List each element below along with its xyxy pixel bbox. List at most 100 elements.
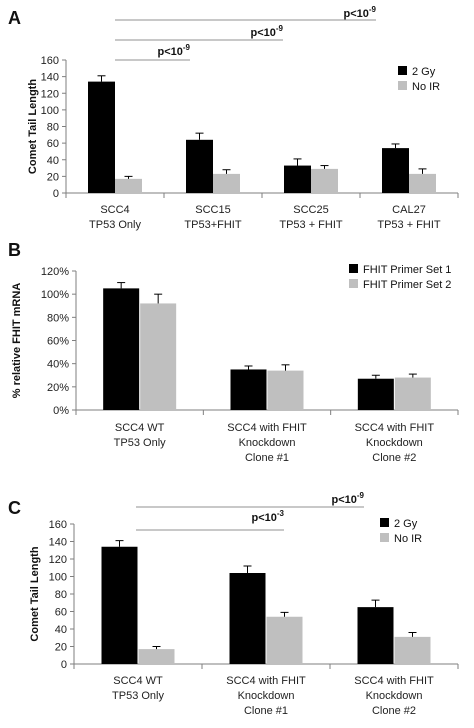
category-label-line: Knockdown: [238, 690, 295, 702]
bar-series2: [311, 168, 338, 193]
bar-series1: [230, 369, 267, 410]
legend-label: No IR: [412, 81, 440, 93]
category-label-line: TP53 Only: [112, 690, 164, 702]
y-tick-label: 0%: [53, 405, 69, 417]
bar-series1: [357, 378, 394, 410]
significance-label-exp: -9: [276, 24, 284, 33]
category-label-line: SCC25: [293, 204, 328, 216]
category-label-line: SCC4 with FHIT: [355, 422, 435, 434]
y-tick-label: 60%: [47, 336, 69, 348]
category-label: SCC4 with FHIT Knockdown Clone #1: [226, 675, 306, 717]
y-axis-label: Comet Tail Length: [29, 546, 41, 641]
legend-label: 2 Gy: [394, 518, 418, 530]
bar-series1: [229, 573, 266, 664]
y-tick-label: 100: [41, 105, 59, 117]
significance-label: p<10-9: [331, 491, 364, 506]
significance-label: p<10-9: [250, 24, 283, 39]
y-tick-label: 120%: [41, 266, 69, 278]
category-label-line: TP53 Only: [89, 219, 141, 231]
category-label: SCC4 WT TP53 Only: [114, 422, 166, 449]
category-label-line: TP53 + FHIT: [377, 219, 441, 231]
legend-label: No IR: [394, 533, 422, 545]
category-label: SCC4 with FHIT Knockdown Clone #1: [227, 422, 307, 464]
category-label-line: SCC4: [100, 204, 129, 216]
y-tick-label: 40%: [47, 359, 69, 371]
category-label-line: SCC4 with FHIT: [226, 675, 306, 687]
significance-label-base: p<10: [157, 46, 182, 58]
category-label-line: TP53+FHIT: [184, 219, 241, 231]
panel-label: B: [8, 240, 21, 260]
significance-label-exp: -3: [277, 509, 285, 518]
category-label-line: Knockdown: [366, 437, 423, 449]
y-tick-label: 0: [61, 659, 67, 671]
category-label-line: SCC15: [195, 204, 230, 216]
legend-label: 2 Gy: [412, 66, 436, 78]
bar-series2: [140, 303, 177, 410]
category-label-line: Clone #2: [372, 452, 416, 464]
bar-series1: [101, 546, 138, 664]
y-tick-label: 20%: [47, 382, 69, 394]
bar-series2: [409, 173, 436, 193]
panel-label: C: [8, 498, 21, 518]
bar-series2: [394, 377, 431, 410]
y-tick-label: 80%: [47, 312, 69, 324]
y-tick-label: 80: [47, 122, 59, 134]
bar-series2: [266, 616, 303, 664]
bar-series1: [284, 165, 311, 193]
category-label: SCC4 WT TP53 Only: [112, 675, 164, 702]
chart-panel-b: B 0% 20% 40% 60% 80% 100% 120% % relative FHIT m…: [8, 240, 459, 464]
y-tick-label: 60: [55, 607, 67, 619]
significance-label-base: p<10: [251, 512, 276, 524]
bar-series2: [394, 636, 431, 664]
bar-series1: [186, 139, 213, 193]
legend-swatch: [398, 81, 407, 90]
legend-swatch: [349, 264, 358, 273]
y-axis-label: % relative FHIT mRNA: [11, 283, 23, 399]
y-tick-label: 40: [55, 624, 67, 636]
category-label: SCC4 TP53 Only: [89, 204, 141, 231]
y-tick-label: 60: [47, 138, 59, 150]
significance-label-exp: -9: [369, 5, 377, 14]
category-label-line: CAL27: [392, 204, 426, 216]
bar-series2: [138, 649, 175, 664]
category-label-line: Knockdown: [366, 690, 423, 702]
category-label: SCC25 TP53 + FHIT: [279, 204, 343, 231]
category-label-line: Knockdown: [239, 437, 296, 449]
bar-series1: [88, 81, 115, 193]
legend-swatch: [398, 66, 407, 75]
y-tick-label: 140: [41, 72, 59, 84]
significance-label-exp: -9: [357, 491, 365, 500]
legend-label: FHIT Primer Set 2: [363, 279, 451, 291]
y-tick-label: 0: [53, 188, 59, 200]
category-label-line: Clone #1: [244, 705, 288, 717]
bar-series1: [103, 288, 140, 410]
significance-label-base: p<10: [250, 27, 275, 39]
y-tick-label: 120: [49, 554, 67, 566]
legend-swatch: [380, 518, 389, 527]
category-label: CAL27 TP53 + FHIT: [377, 204, 441, 231]
bar-series2: [115, 178, 142, 193]
significance-label-base: p<10: [343, 8, 368, 20]
chart-panel-c: C 0 20 40 60 80 100 120 140 160 Comet Tail Length S…: [8, 491, 459, 717]
y-tick-label: 20: [55, 642, 67, 654]
legend-label: FHIT Primer Set 1: [363, 264, 451, 276]
bar-series1: [357, 607, 394, 664]
y-tick-label: 20: [47, 171, 59, 183]
category-label-line: SCC4 with FHIT: [354, 675, 434, 687]
y-tick-label: 160: [49, 519, 67, 531]
significance-label: p<10-3: [251, 509, 284, 524]
bar-series2: [267, 370, 304, 410]
category-label: SCC4 with FHIT Knockdown Clone #2: [354, 675, 434, 717]
y-axis-label: Comet Tail Length: [27, 79, 39, 174]
significance-label-base: p<10: [331, 494, 356, 506]
category-label-line: TP53 + FHIT: [279, 219, 343, 231]
bar-series1: [382, 148, 409, 193]
legend-swatch: [380, 533, 389, 542]
significance-label-exp: -9: [183, 43, 191, 52]
y-tick-label: 120: [41, 88, 59, 100]
y-tick-label: 100: [49, 572, 67, 584]
significance-label: p<10-9: [157, 43, 190, 58]
bar-series2: [213, 173, 240, 193]
